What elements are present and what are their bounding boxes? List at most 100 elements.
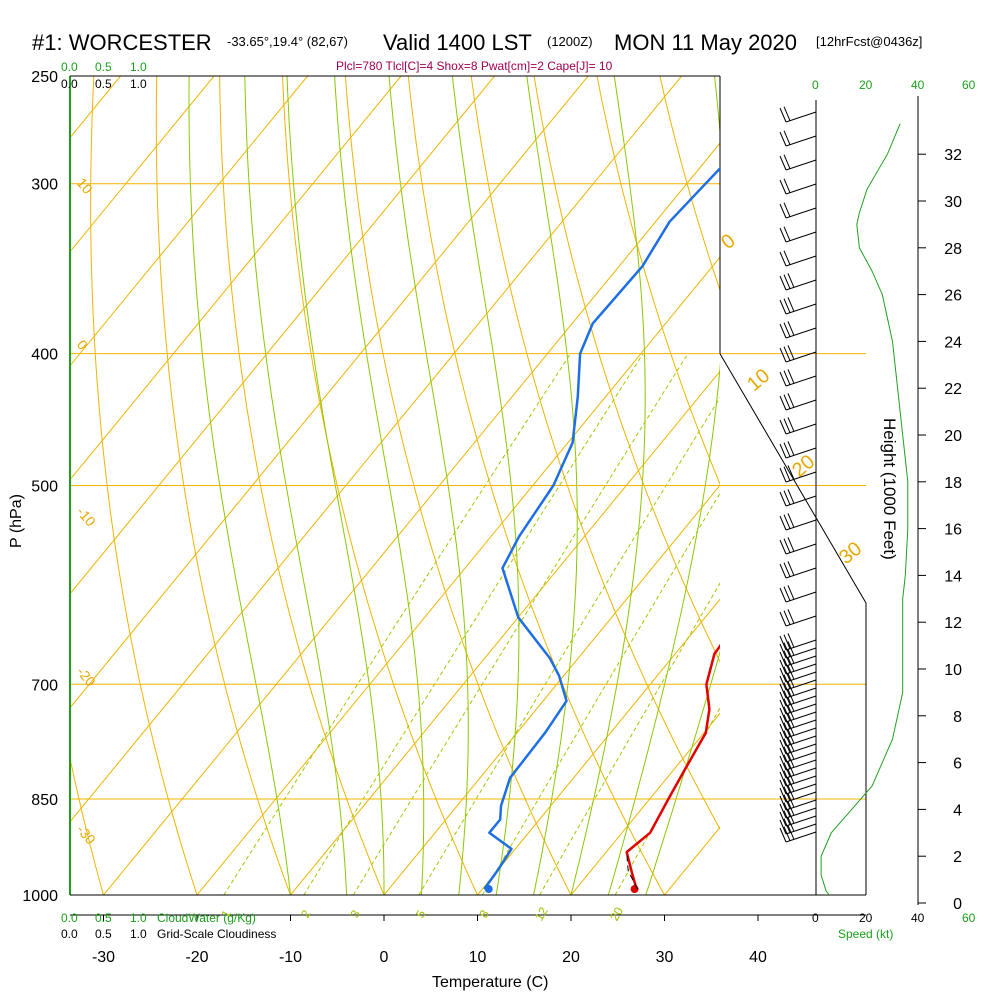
wind-barb-flag: [787, 513, 795, 528]
isotherm-line: [70, 76, 402, 481]
sounding-parameters: Plcl=780 Tlcl[C]=4 Shox=8 Pwat[cm]=2 Cap…: [336, 59, 613, 73]
wind-barb-flag: [783, 650, 791, 665]
wind-barb-flag: [787, 665, 795, 680]
wind-barb-flag: [787, 705, 795, 720]
wind-barb-shaft: [785, 303, 817, 315]
wind-barbs: [779, 100, 817, 895]
wind-barb-flag: [779, 275, 787, 291]
dry-adiabat-line: [155, 76, 291, 895]
wind-barb-flag: [783, 794, 791, 809]
wind-barb-flag: [779, 811, 787, 827]
wind-barb-flag: [779, 827, 787, 843]
wind-barb-flag: [787, 793, 795, 808]
wind-barb-shaft: [785, 159, 817, 171]
wind-barb-flag: [783, 298, 791, 313]
wind-barb-flag: [783, 466, 791, 481]
height-tick-label: 10: [944, 662, 962, 679]
wind-barb-flag: [783, 202, 791, 217]
height-tick-label: 2: [953, 849, 962, 866]
speed-scale-bottom: 0 20 40 60 Speed (kt): [812, 911, 976, 941]
wind-barb: [779, 465, 817, 483]
temperature-tick-label: -10: [279, 949, 302, 966]
isotherm-label: 30: [835, 538, 866, 569]
wind-barb: [779, 441, 817, 459]
speed-tick-top-3: 40: [911, 78, 925, 92]
wind-barb-flag: [779, 179, 787, 195]
wind-barb-flag: [787, 537, 795, 552]
wind-barb-flag: [779, 419, 787, 435]
wind-barb-flag: [783, 274, 791, 289]
wind-barb-shaft: [785, 111, 817, 123]
mixing-ratio-line: [418, 396, 720, 895]
moist-adiabat-line: [244, 76, 348, 895]
temperature-profile-line: [625, 643, 720, 890]
cloud-tick-top-green-2: 0.5: [95, 60, 112, 74]
speed-axis-label: Speed (kt): [838, 927, 893, 941]
wind-barb-flag: [783, 810, 791, 825]
wind-speed-profile: [820, 123, 909, 895]
moist-adiabat-line: [570, 76, 646, 895]
isotherm-label: -20: [74, 664, 99, 690]
wind-barb-flag: [783, 226, 791, 241]
wind-barb-shaft: [785, 543, 817, 555]
wind-barb-shaft: [785, 375, 817, 387]
wind-barb-shaft: [785, 183, 817, 195]
wind-barb: [779, 154, 817, 171]
wind-barb-flag: [787, 633, 795, 648]
wind-barb-shaft: [785, 615, 817, 627]
wind-barb-flag: [783, 714, 791, 729]
wind-barb-flag: [779, 323, 787, 339]
wind-barb-flag: [779, 563, 787, 579]
cloudiness-label: Grid-Scale Cloudiness: [157, 927, 276, 941]
height-tick-label: 16: [944, 522, 962, 539]
station-location: -33.65°,19.4° (82,67): [227, 34, 348, 49]
moist-adiabat-line: [334, 76, 425, 895]
wind-barb-flag: [779, 683, 787, 699]
wind-barb-flag: [787, 673, 795, 688]
wind-barb-flag: [779, 771, 787, 787]
wind-barb-flag: [783, 250, 791, 265]
isotherm-label: 10: [74, 175, 96, 197]
wind-barb-flag: [787, 713, 795, 728]
mixing-ratio-label: 2: [298, 907, 314, 920]
wind-barb-flag: [779, 227, 787, 243]
dry-adiabat-line: [470, 76, 720, 830]
wind-barb-flag: [783, 322, 791, 337]
dry-adiabat-line: [533, 76, 720, 663]
wind-barb-flag: [787, 689, 795, 704]
wind-barb-flag: [787, 649, 795, 664]
wind-barb-flag: [779, 371, 787, 387]
dry-adiabat-line: [70, 755, 104, 895]
wind-barb-flag: [783, 738, 791, 753]
wind-barb-flag: [783, 490, 791, 505]
moist-adiabat-line: [526, 76, 578, 895]
wind-barb-flag: [787, 441, 795, 456]
pressure-tick-label: 400: [31, 347, 58, 364]
wind-barb: [779, 273, 817, 291]
height-tick-label: 20: [944, 428, 962, 445]
wind-barb-flag: [787, 729, 795, 744]
wind-barb-flag: [779, 779, 787, 795]
cloudwater-label: CloudWater (g/Kg): [157, 911, 256, 925]
wind-barb-flag: [783, 658, 791, 673]
mixing-ratio-line: [539, 582, 720, 895]
wind-barb-flag: [779, 635, 787, 651]
mixing-ratio-label: 8: [476, 907, 492, 920]
wind-barb-flag: [783, 106, 791, 121]
height-tick-label: 8: [953, 709, 962, 726]
x-axis-title: Temperature (C): [432, 974, 548, 991]
wind-barb-flag: [783, 394, 791, 409]
wind-barb: [779, 489, 817, 507]
wind-barb-shaft: [785, 567, 817, 579]
cloud-tick-bottom-green-1: 0.0: [61, 911, 78, 925]
cloud-tick-top-green-3: 1.0: [130, 60, 147, 74]
speed-tick-bottom-green-4: 60: [962, 911, 976, 925]
wind-barb-flag: [787, 769, 795, 784]
wind-barb-shaft: [785, 255, 817, 267]
wind-barb-flag: [783, 642, 791, 657]
wind-barb-flag: [783, 826, 791, 841]
wind-barb-flag: [783, 370, 791, 385]
wind-barb-shaft: [785, 447, 817, 459]
wind-barb-flag: [787, 745, 795, 760]
height-tick-label: 12: [944, 615, 962, 632]
